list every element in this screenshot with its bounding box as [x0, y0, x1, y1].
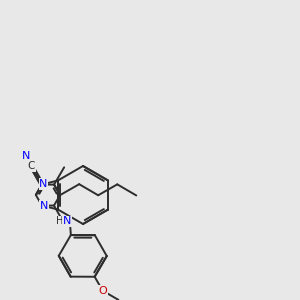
Text: N: N: [21, 151, 30, 161]
Text: C: C: [28, 161, 35, 171]
Text: H: H: [56, 216, 64, 226]
Text: N: N: [63, 216, 71, 226]
Text: O: O: [98, 286, 107, 296]
Text: N: N: [40, 201, 48, 211]
Text: N: N: [39, 179, 48, 189]
